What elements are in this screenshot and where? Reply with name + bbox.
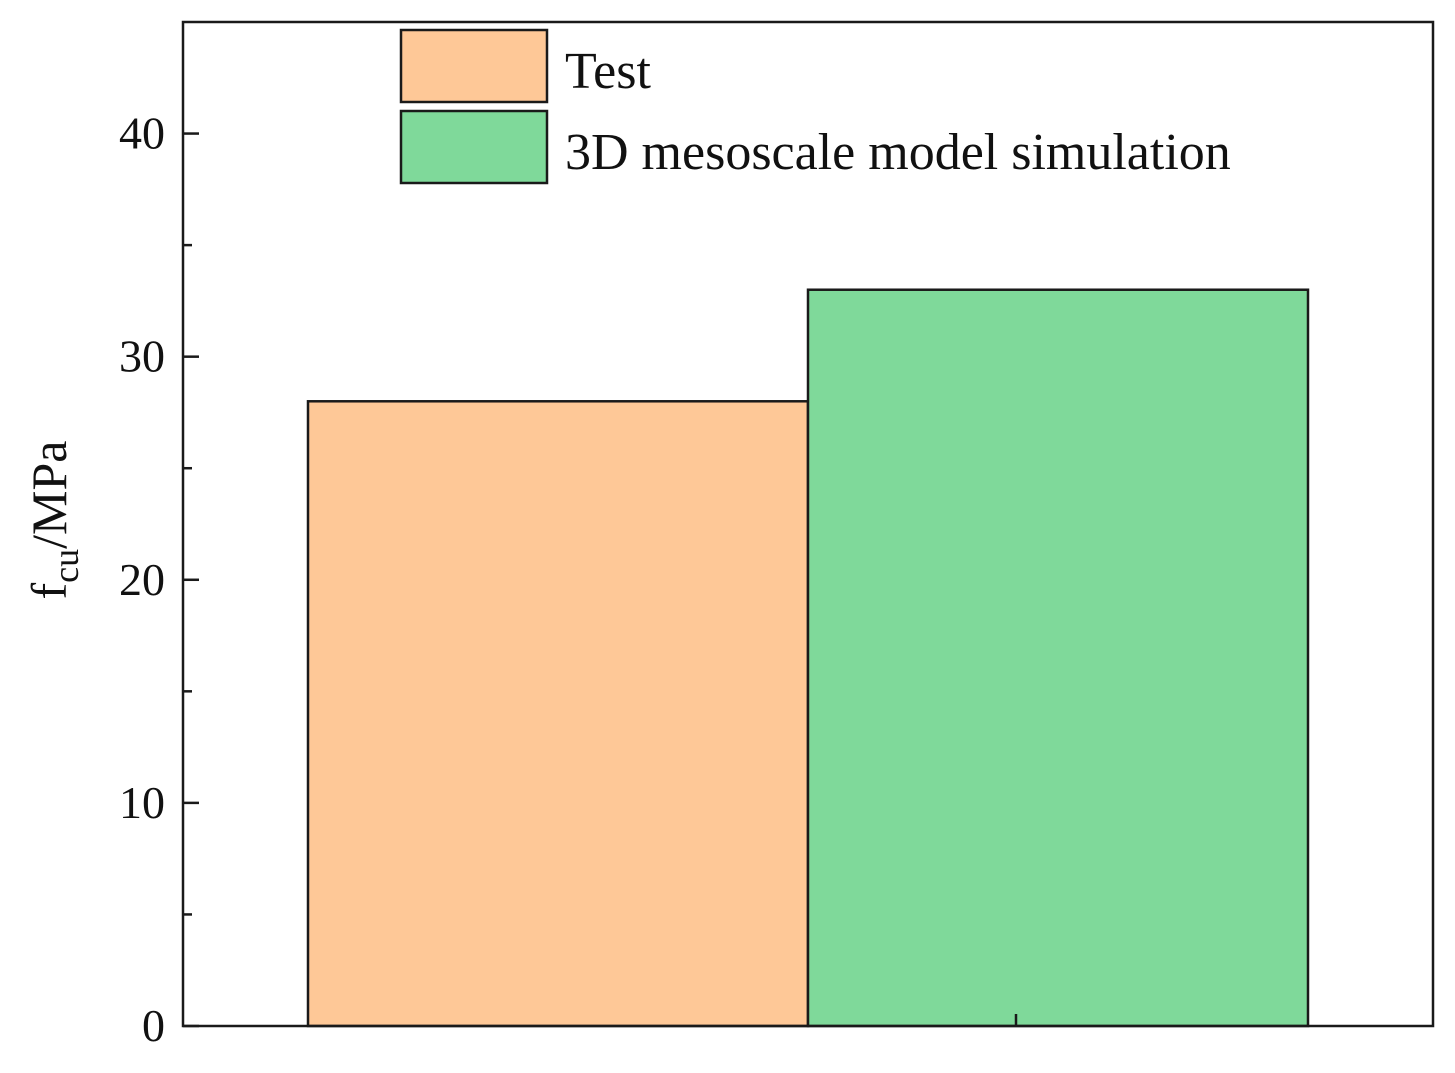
y-axis-title-main: f (21, 583, 77, 600)
legend-label-simulation: 3D mesoscale model simulation (565, 124, 1231, 181)
y-axis-title: fcu/MPa (21, 441, 86, 600)
y-axis-title-unit: /MPa (21, 441, 77, 549)
y-tick-label: 40 (119, 108, 165, 159)
y-tick-label: 10 (119, 777, 165, 828)
y-tick-label: 30 (119, 331, 165, 382)
y-axis-title-subscript: cu (46, 549, 86, 583)
plot-area: 0 10 20 30 40 Test 3D mesoscale model simulati… (119, 20, 1435, 1051)
plot-frame (181, 20, 1435, 1028)
y-tick-label: 20 (119, 554, 165, 605)
legend-swatch-test (399, 28, 549, 104)
bar-simulation (806, 288, 1310, 1028)
y-tick-label: 0 (142, 1000, 165, 1051)
legend-label-test: Test (565, 43, 651, 100)
bar-test (306, 400, 810, 1028)
legend-swatch-simulation (399, 109, 549, 185)
